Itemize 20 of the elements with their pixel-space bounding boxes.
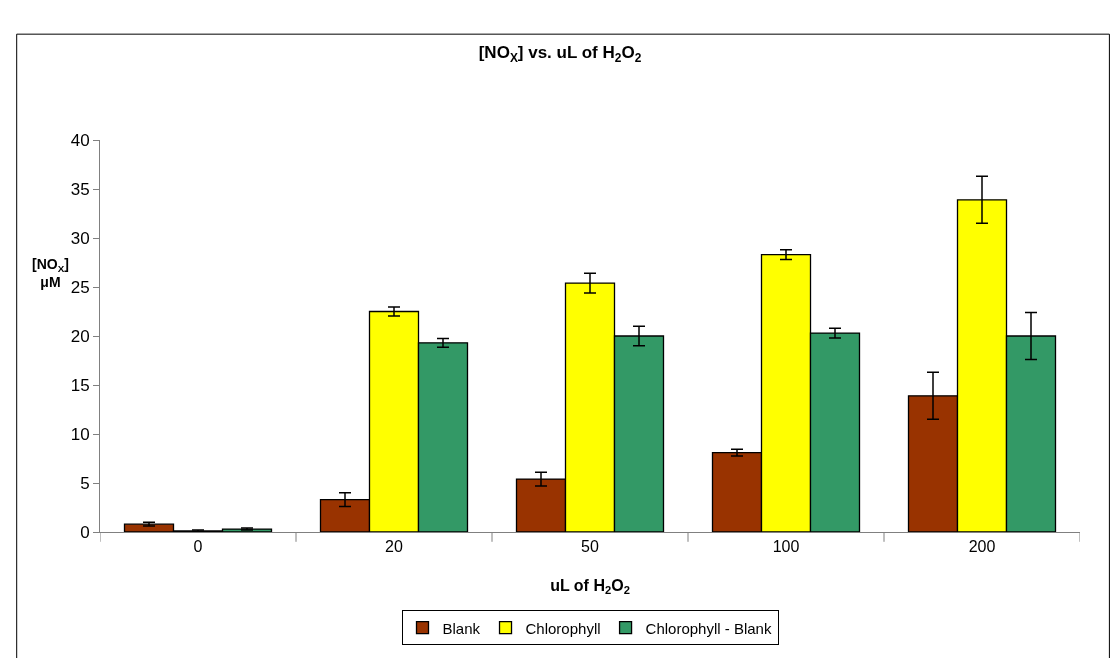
legend-label: Chlorophyll — [525, 619, 601, 637]
x-tick-label: 0 — [193, 538, 203, 556]
y-tick-label: 20 — [70, 326, 90, 346]
legend-label: Blank — [442, 619, 481, 637]
y-tick-label: 0 — [80, 522, 90, 542]
y-tick-label: 15 — [70, 375, 90, 395]
x-tick-label: 50 — [581, 538, 599, 556]
y-tick-label: 40 — [70, 130, 90, 150]
y-tick-label: 25 — [70, 277, 90, 297]
x-tick-label: 100 — [772, 538, 800, 556]
legend-label: Chlorophyll - Blank — [645, 619, 772, 637]
y-tick-label: 35 — [70, 179, 90, 199]
chart-title: [NO$_{X}$] vs. uL of H$_{2}$O$_{2}$ — [478, 42, 642, 65]
y-tick-label: 30 — [70, 228, 90, 248]
x-tick-label: 200 — [968, 538, 996, 556]
y-axis-title: [NO$_{X}$] μM — [32, 256, 69, 291]
y-tick-label: 10 — [70, 424, 90, 444]
x-axis-title: uL of H$_{2}$O$_{2}$ — [550, 576, 630, 597]
x-tick-label: 20 — [385, 538, 403, 556]
y-tick-label: 5 — [80, 473, 90, 493]
